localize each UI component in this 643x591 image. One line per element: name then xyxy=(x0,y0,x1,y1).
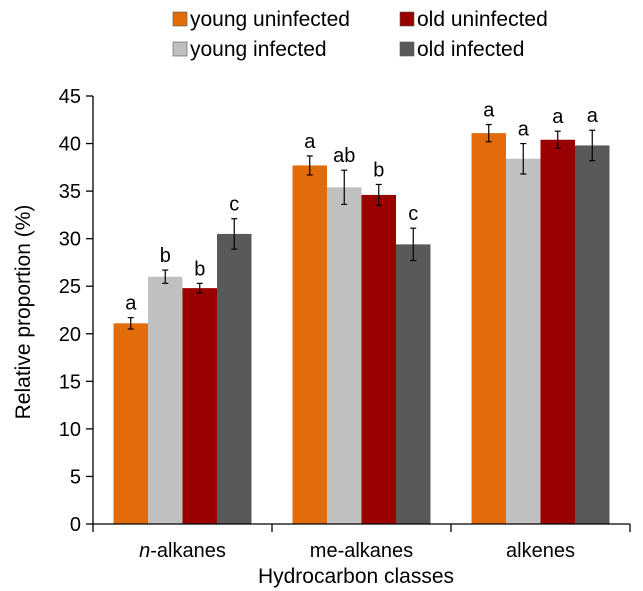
y-axis-title: Relative proportion (%) xyxy=(12,205,35,420)
bar-0-1 xyxy=(148,276,183,524)
x-ticks xyxy=(92,524,631,532)
y-tick-label-40: 40 xyxy=(59,134,81,156)
significance-letter-0-1: b xyxy=(160,245,171,267)
legend-swatch-1 xyxy=(172,41,188,57)
category-label-2: alkenes xyxy=(506,540,575,562)
bar-2-2 xyxy=(540,139,575,525)
y-tick-label-20: 20 xyxy=(59,324,81,346)
significance-letter-1-0: a xyxy=(304,131,316,153)
significance-letter-0-3: c xyxy=(229,194,239,216)
bar-2-0 xyxy=(471,133,506,525)
significance-letter-1-3: c xyxy=(408,203,418,225)
bar-2-3 xyxy=(575,145,610,525)
significance-letter-1-2: b xyxy=(373,159,384,181)
axes xyxy=(92,96,630,525)
significance-letter-0-2: b xyxy=(194,258,205,280)
y-tick-label-25: 25 xyxy=(59,276,81,298)
category-labels: n-alkanes me-alkanes alkenes xyxy=(139,540,575,562)
y-tick-label-5: 5 xyxy=(70,466,81,488)
legend-item-0: young uninfected xyxy=(172,8,350,31)
category-label-1: me-alkanes xyxy=(310,540,413,562)
bar-1-0 xyxy=(292,165,327,525)
bars xyxy=(113,133,610,525)
y-tick-label-15: 15 xyxy=(59,371,81,393)
significance-letter-2-2: a xyxy=(552,106,564,128)
y-tick-label-30: 30 xyxy=(59,229,81,251)
legend: young uninfected young infected old uninfe… xyxy=(172,8,548,61)
significance-letter-0-0: a xyxy=(125,293,137,315)
legend-item-1: young infected xyxy=(172,38,327,61)
x-axis-title: Hydrocarbon classes xyxy=(258,565,454,588)
y-tick-label-35: 35 xyxy=(59,181,81,203)
category-label-0: n-alkanes xyxy=(139,540,226,562)
bar-1-1 xyxy=(327,187,362,524)
legend-label-3: old infected xyxy=(417,38,524,61)
legend-swatch-2 xyxy=(399,11,415,27)
bar-1-2 xyxy=(361,194,396,524)
legend-swatch-3 xyxy=(399,41,415,57)
significance-letter-2-1: a xyxy=(518,119,530,141)
y-ticks: 0 5 10 15 20 25 30 35 40 45 xyxy=(59,86,93,536)
y-tick-label-0: 0 xyxy=(70,514,81,536)
legend-label-0: young uninfected xyxy=(190,8,350,31)
legend-swatch-0 xyxy=(172,11,188,27)
legend-label-2: old uninfected xyxy=(417,8,548,31)
bar-2-1 xyxy=(506,158,541,525)
significance-letter-2-3: a xyxy=(587,105,599,127)
y-tick-label-45: 45 xyxy=(59,86,81,108)
bar-0-0 xyxy=(113,323,148,524)
y-tick-label-10: 10 xyxy=(59,419,81,441)
bar-0-3 xyxy=(217,233,252,524)
significance-letter-2-0: a xyxy=(483,100,495,122)
legend-item-2: old uninfected xyxy=(399,8,548,31)
legend-item-3: old infected xyxy=(399,38,524,61)
error-bars xyxy=(127,123,596,330)
bar-0-2 xyxy=(182,288,217,524)
bar-1-3 xyxy=(396,244,431,524)
significance-letter-1-1: ab xyxy=(333,145,355,167)
legend-label-1: young infected xyxy=(190,38,327,61)
